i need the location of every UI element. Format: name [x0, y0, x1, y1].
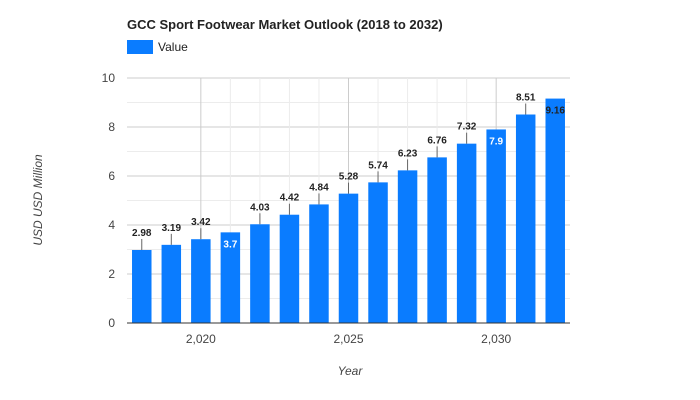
- bar: [132, 249, 152, 323]
- x-tick-label: 2,030: [481, 332, 511, 346]
- data-label: 6.76: [427, 135, 447, 146]
- x-axis-title: Year: [337, 364, 363, 378]
- data-label: 4.42: [280, 193, 300, 204]
- data-label: 3.19: [162, 223, 182, 234]
- bar: [220, 232, 241, 323]
- bar: [368, 182, 388, 323]
- chart-title: GCC Sport Footwear Market Outlook (2018 …: [127, 17, 443, 32]
- data-label: 7.32: [457, 122, 477, 133]
- y-tick-label: 8: [108, 120, 115, 134]
- bar: [427, 157, 447, 323]
- x-tick-label: 2,025: [333, 332, 363, 346]
- bar: [397, 170, 418, 323]
- data-label: 3.7: [223, 239, 237, 250]
- data-label: 5.74: [368, 160, 388, 171]
- bar: [545, 98, 565, 323]
- y-tick-label: 4: [108, 218, 115, 232]
- data-label: 2.98: [132, 228, 152, 239]
- y-tick-label: 6: [108, 169, 115, 183]
- legend-swatch-value: [127, 40, 153, 54]
- bar: [309, 204, 329, 323]
- bar: [515, 114, 536, 323]
- bar: [486, 129, 506, 323]
- y-tick-label: 10: [102, 71, 116, 85]
- bar: [456, 143, 477, 323]
- data-label: 4.03: [250, 202, 270, 213]
- data-label: 7.9: [489, 136, 503, 147]
- data-label: 6.23: [398, 148, 418, 159]
- y-axis-title: USD USD Million: [31, 154, 45, 246]
- data-label: 8.51: [516, 93, 536, 104]
- legend-label-value: Value: [158, 40, 188, 54]
- bar: [338, 193, 359, 323]
- x-tick-label: 2,020: [186, 332, 216, 346]
- data-label: 5.28: [339, 172, 359, 183]
- data-label: 3.42: [191, 217, 211, 228]
- data-label: 9.16: [545, 106, 565, 117]
- bar: [161, 244, 182, 323]
- y-tick-label: 2: [108, 267, 115, 281]
- bar: [279, 214, 300, 323]
- data-label: 4.84: [309, 182, 329, 193]
- bar: [191, 239, 211, 323]
- y-tick-label: 0: [108, 316, 115, 330]
- bar: [250, 224, 270, 323]
- legend: Value: [127, 40, 188, 54]
